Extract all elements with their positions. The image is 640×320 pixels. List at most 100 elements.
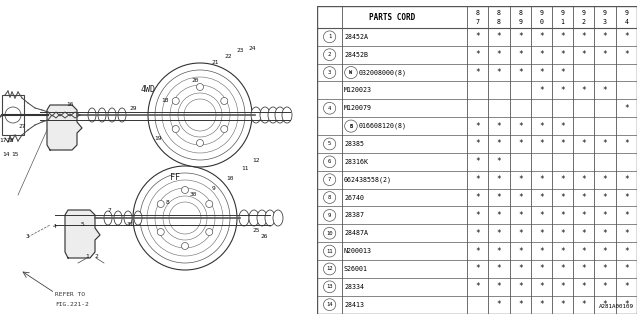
Text: *: * [476,175,480,184]
Text: A281A00109: A281A00109 [598,304,634,309]
Text: 8: 8 [165,199,169,204]
Text: *: * [582,211,586,220]
Text: 5: 5 [328,141,332,147]
Text: *: * [497,175,501,184]
Text: *: * [560,211,565,220]
Text: *: * [582,264,586,274]
Text: 17: 17 [0,138,7,142]
Circle shape [170,85,230,145]
Text: 28334: 28334 [344,284,364,290]
Circle shape [157,201,164,207]
Text: *: * [624,140,628,148]
Circle shape [323,67,336,78]
Text: *: * [497,300,501,309]
Circle shape [323,156,336,168]
Text: 28413: 28413 [344,302,364,308]
Text: *: * [603,229,607,238]
Text: 28452A: 28452A [344,34,368,40]
Text: *: * [539,68,544,77]
Text: *: * [560,229,565,238]
Text: 4: 4 [328,106,332,111]
Text: *: * [603,300,607,309]
Text: PARTS CORD: PARTS CORD [369,13,415,22]
Text: 19: 19 [154,135,162,140]
Text: *: * [624,175,628,184]
Text: *: * [476,247,480,256]
Text: M120023: M120023 [344,87,372,93]
Text: *: * [560,86,565,95]
Circle shape [323,210,336,221]
Text: 7: 7 [328,177,332,182]
Text: *: * [560,247,565,256]
Text: 5: 5 [80,222,84,228]
Text: B: B [349,124,353,129]
Ellipse shape [268,107,278,123]
Text: 13: 13 [326,284,333,289]
Text: *: * [582,229,586,238]
Text: *: * [518,193,522,202]
Text: 6: 6 [328,159,332,164]
Text: *: * [539,211,544,220]
Text: *: * [603,211,607,220]
Circle shape [5,107,21,123]
Text: *: * [582,32,586,41]
Text: *: * [518,122,522,131]
Text: *: * [582,300,586,309]
Circle shape [140,173,230,263]
Circle shape [172,98,179,105]
Text: 11: 11 [241,165,249,171]
Ellipse shape [88,108,96,122]
Text: *: * [497,140,501,148]
Text: *: * [497,32,501,41]
Text: *: * [624,300,628,309]
Text: *: * [560,68,565,77]
Ellipse shape [124,211,132,225]
Circle shape [323,138,336,150]
Ellipse shape [260,107,270,123]
Bar [2,95,24,135]
Text: *: * [476,193,480,202]
Circle shape [205,201,212,207]
Text: 7: 7 [108,207,112,212]
Circle shape [162,77,238,153]
Text: *: * [560,193,565,202]
Text: N200013: N200013 [344,248,372,254]
Text: *: * [539,282,544,291]
Circle shape [196,140,204,147]
Text: 9: 9 [624,10,628,16]
Text: *: * [624,50,628,59]
Text: *: * [539,229,544,238]
Text: *: * [497,247,501,256]
Text: 27: 27 [19,124,26,130]
Text: *: * [518,300,522,309]
Circle shape [323,102,336,114]
Text: *: * [603,264,607,274]
Ellipse shape [282,107,292,123]
Text: 24: 24 [248,45,256,51]
Text: 8: 8 [476,10,480,16]
Text: 12: 12 [252,157,260,163]
Text: 9: 9 [582,10,586,16]
Text: *: * [624,32,628,41]
Text: 8: 8 [328,195,332,200]
Text: *: * [497,193,501,202]
Text: 26: 26 [260,235,268,239]
Text: 9: 9 [211,186,215,190]
Text: 10: 10 [326,231,333,236]
Text: *: * [603,193,607,202]
Text: *: * [582,50,586,59]
Text: REFER TO: REFER TO [55,292,85,298]
Text: 062438558(2): 062438558(2) [344,176,392,183]
Text: 9: 9 [518,19,522,25]
Text: *: * [476,68,480,77]
Text: 0: 0 [540,19,543,25]
Text: *: * [560,122,565,131]
Ellipse shape [114,211,122,225]
Text: *: * [560,50,565,59]
Text: *: * [539,32,544,41]
Circle shape [182,243,189,250]
Circle shape [323,174,336,186]
Text: *: * [539,140,544,148]
Circle shape [196,84,204,91]
Circle shape [323,31,336,43]
